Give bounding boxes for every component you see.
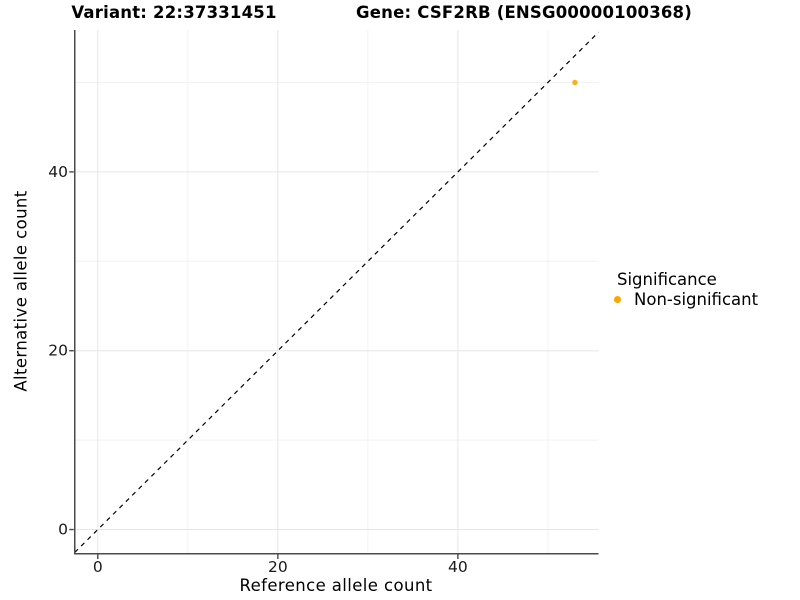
data-point bbox=[572, 79, 578, 86]
legend-item: Non-significant bbox=[611, 290, 758, 309]
y-tick-label: 40 bbox=[48, 163, 68, 181]
x-axis-title: Reference allele count bbox=[239, 576, 433, 595]
identity-dashed-line bbox=[74, 31, 599, 553]
x-tick-label: 0 bbox=[93, 558, 103, 576]
legend-marker-circle-icon bbox=[614, 296, 621, 303]
y-tick-label: 0 bbox=[58, 521, 68, 539]
y-tick-label: 20 bbox=[48, 342, 68, 360]
x-tick-label: 20 bbox=[268, 558, 288, 576]
legend-item-label: Non-significant bbox=[634, 290, 759, 309]
gene-title: Gene: CSF2RB (ENSG00000100368) bbox=[356, 3, 692, 22]
y-axis-title: Alternative allele count bbox=[11, 190, 31, 392]
legend: Significance Non-significant bbox=[611, 270, 758, 309]
x-tick-label: 40 bbox=[448, 558, 468, 576]
variant-title: Variant: 22:37331451 bbox=[71, 3, 277, 22]
legend-title: Significance bbox=[617, 270, 717, 289]
